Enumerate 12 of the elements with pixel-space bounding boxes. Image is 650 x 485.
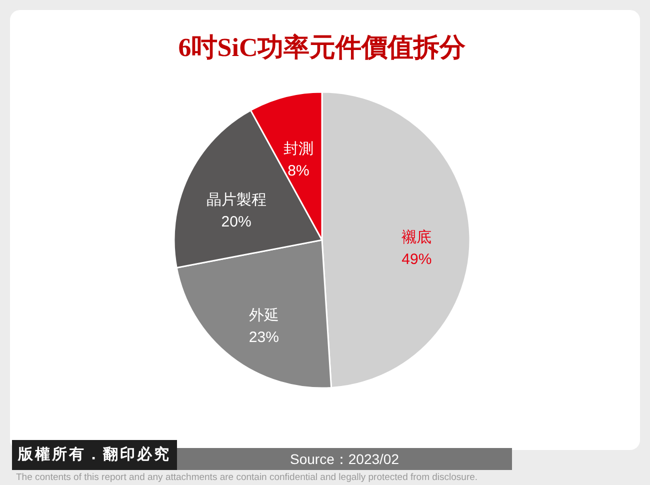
slice-label: 外延 [248, 306, 279, 324]
slice-label: 封測 [283, 140, 314, 158]
data-label: 23% [248, 328, 279, 346]
slice-label: 襯底 [402, 229, 432, 246]
data-label: 20% [221, 214, 252, 231]
slice-label: 晶片製程 [206, 192, 266, 209]
data-label: 8% [288, 162, 310, 180]
chart-title: 6吋SiC功率元件價值拆分 [178, 33, 467, 62]
text: 版權所有．翻印必究 [12, 440, 177, 470]
text: The contents of this report and any attachments are contain confidential and legally protected from disclosure. [16, 472, 478, 483]
source-note: Source：2023/02 [177, 448, 512, 470]
data-label: 49% [402, 251, 432, 268]
